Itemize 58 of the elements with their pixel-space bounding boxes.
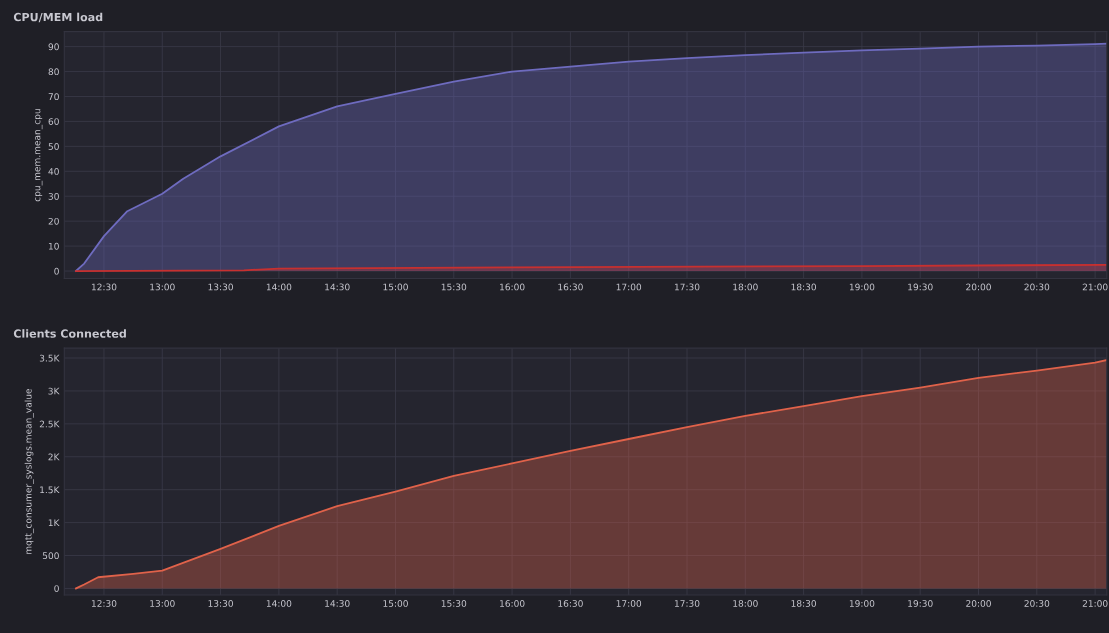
x-tick-label: 16:30 (558, 600, 583, 607)
y-tick-label: 20 (48, 217, 59, 225)
y-tick-label: 40 (48, 168, 59, 175)
y-tick-label: 500 (42, 552, 59, 560)
x-tick-label: 19:00 (849, 283, 875, 291)
y-tick-label: 80 (48, 68, 59, 76)
x-tick-label: 14:00 (266, 600, 292, 607)
x-tick-label: 15:30 (441, 600, 467, 607)
x-tick-label: 17:00 (616, 283, 642, 291)
x-tick-label: 13:00 (150, 600, 175, 607)
x-tick-label: 14:00 (266, 283, 292, 291)
x-tick-label: 15:00 (383, 283, 408, 291)
x-tick-label: 17:30 (674, 600, 700, 607)
x-tick-label: 12:30 (91, 600, 117, 607)
x-tick-label: 16:00 (500, 600, 525, 607)
y-tick-label: 2.5K (39, 420, 60, 428)
x-tick-label: 16:00 (500, 283, 525, 291)
x-tick-label: 21:00 (1082, 283, 1108, 291)
x-tick-label: 13:30 (208, 600, 233, 607)
x-tick-label: 15:30 (441, 283, 467, 291)
x-tick-label: 18:30 (791, 283, 817, 291)
y-tick-label: 2K (48, 453, 60, 461)
y-tick-label: 1.5K (40, 486, 60, 494)
x-tick-label: 20:00 (966, 283, 991, 291)
x-tick-label: 13:30 (208, 283, 233, 291)
y-tick-label: 70 (48, 93, 59, 101)
x-tick-label: 12:30 (91, 283, 117, 291)
x-tick-label: 17:00 (616, 600, 642, 607)
x-tick-label: 19:00 (849, 600, 875, 607)
y-tick-label: 3.5K (39, 354, 60, 362)
x-tick-label: 15:00 (383, 600, 408, 607)
y-tick-label: 3K (48, 387, 60, 395)
x-tick-label: 17:30 (674, 283, 700, 291)
x-tick-label: 19:30 (908, 600, 933, 607)
x-tick-label: 18:00 (733, 600, 758, 607)
x-tick-label: 14:30 (325, 600, 350, 607)
y-tick-label: 50 (48, 143, 59, 150)
y-tick-label: 90 (48, 43, 59, 51)
y-tick-label: 0 (54, 585, 59, 592)
y-tick-label: 60 (48, 118, 59, 125)
y-tick-label: 10 (48, 242, 59, 250)
x-tick-label: 20:00 (966, 600, 991, 607)
x-tick-label: 20:30 (1024, 283, 1050, 291)
x-tick-label: 18:00 (733, 283, 758, 291)
chart-title: CPU/MEM load (13, 12, 103, 23)
y-tick-label: 1K (48, 519, 60, 527)
x-tick-label: 21:00 (1082, 600, 1108, 607)
chart-title: Clients Connected (13, 329, 126, 338)
y-axis-title: mqtt_consumer_syslogs.mean_value (24, 388, 34, 554)
x-tick-label: 16:30 (558, 283, 583, 291)
x-tick-label: 13:00 (150, 283, 175, 291)
x-tick-label: 19:30 (908, 283, 933, 291)
y-axis-title: cpu_mem.mean_cpu (35, 109, 43, 202)
y-tick-label: 0 (54, 267, 59, 275)
y-tick-label: 30 (48, 192, 59, 200)
x-tick-label: 14:30 (325, 283, 350, 291)
x-tick-label: 20:30 (1024, 600, 1050, 607)
x-tick-label: 18:30 (791, 600, 817, 607)
